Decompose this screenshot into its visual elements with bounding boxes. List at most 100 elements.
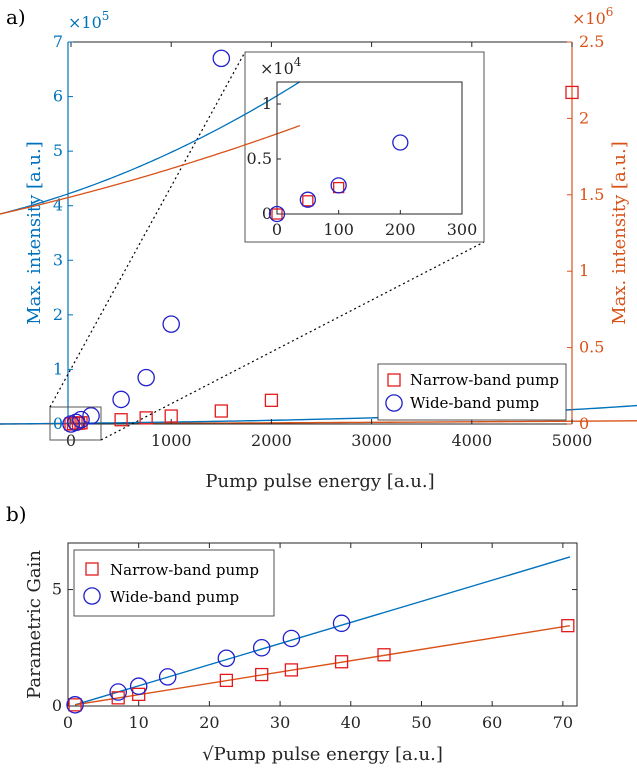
panel-b: b) 0 10 20 30 40 50 60 70 0 5 √Pump pulse energy [a… bbox=[6, 502, 578, 765]
x-tick-label: 0 bbox=[63, 713, 73, 732]
wide-band-point bbox=[129, 677, 148, 695]
narrow-band-fit-line bbox=[74, 624, 571, 706]
narrow-band-point bbox=[255, 667, 269, 682]
left-y-exponent: ×105 bbox=[68, 9, 109, 32]
narrow-band-point bbox=[334, 655, 349, 669]
wide-band-point bbox=[82, 407, 100, 425]
left-y-tick-label: 7 bbox=[53, 32, 63, 51]
zoom-connector-lower bbox=[100, 241, 485, 441]
legend-label-wide: Wide-band pump bbox=[410, 394, 539, 412]
narrow-band-point bbox=[264, 393, 279, 407]
inset-wide-band-point bbox=[268, 205, 286, 223]
y-axis-label: Parametric Gain bbox=[24, 550, 45, 699]
legend-label-narrow: Narrow-band pump bbox=[110, 561, 259, 579]
wide-band-fit-curve bbox=[0, 404, 637, 425]
legend-box bbox=[73, 549, 275, 617]
x-tick-label: 10 bbox=[129, 713, 149, 732]
right-y-axis-label: Max. intensity [a.u.] bbox=[609, 141, 630, 325]
wide-band-point bbox=[252, 639, 271, 657]
narrow-band-point bbox=[132, 687, 146, 702]
right-y-tick-label: 1 bbox=[579, 261, 589, 280]
wide-band-fit-line bbox=[74, 556, 571, 706]
y-tick-label: 0 bbox=[52, 696, 62, 715]
wide-band-point bbox=[332, 614, 351, 633]
wide-band-point bbox=[212, 49, 231, 68]
right-y-tick-label: 2 bbox=[579, 108, 589, 127]
inset-y-exponent: ×104 bbox=[260, 55, 302, 78]
panel-label: a) bbox=[6, 5, 26, 29]
x-tick-label: 30 bbox=[270, 713, 290, 732]
narrow-band-point bbox=[214, 404, 228, 418]
inset-axes-box bbox=[276, 81, 463, 215]
inset-y-tick-label: 0.5 bbox=[247, 149, 272, 168]
axes-box bbox=[67, 542, 578, 707]
inset-frame bbox=[244, 51, 485, 243]
inset-narrow-band-point bbox=[302, 195, 314, 207]
narrow-band-point bbox=[68, 698, 82, 712]
legend-label-narrow: Narrow-band pump bbox=[410, 371, 559, 389]
legend-marker-narrow bbox=[387, 373, 401, 387]
wide-band-point bbox=[109, 683, 127, 701]
narrow-band-point bbox=[164, 409, 178, 423]
narrow-band-point bbox=[114, 413, 128, 427]
x-tick-label: 2000 bbox=[251, 431, 292, 450]
right-y-tick-label: 2.5 bbox=[579, 32, 604, 51]
inset-narrow-band-fit-curve bbox=[0, 124, 301, 215]
x-tick-label: 20 bbox=[199, 713, 219, 732]
wide-band-point bbox=[72, 410, 90, 429]
legend-marker-narrow bbox=[85, 562, 99, 576]
right-y-tick-label: 0 bbox=[579, 414, 589, 433]
inset-x-tick-label: 200 bbox=[385, 220, 416, 239]
wide-band-point bbox=[217, 649, 236, 668]
narrow-band-point bbox=[284, 663, 299, 677]
narrow-band-point bbox=[219, 673, 234, 688]
right-y-exponent: ×106 bbox=[572, 5, 613, 28]
x-axis-label: √Pump pulse energy [a.u.] bbox=[202, 744, 443, 765]
inset-y-tick-label: 1 bbox=[262, 94, 272, 113]
wide-band-point bbox=[162, 315, 180, 333]
narrow-band-point bbox=[139, 411, 153, 425]
inset-y-tick-label: 0 bbox=[262, 204, 272, 223]
inset-narrow-band-point bbox=[271, 208, 283, 220]
wide-band-point bbox=[158, 668, 177, 686]
wide-band-point bbox=[137, 368, 155, 387]
x-tick-label: 5000 bbox=[552, 431, 593, 450]
left-y-tick-label: 3 bbox=[53, 250, 63, 269]
left-y-tick-label: 1 bbox=[53, 359, 63, 378]
right-y-tick-label: 1.5 bbox=[579, 185, 604, 204]
inset-x-tick-label: 0 bbox=[272, 220, 282, 239]
x-tick-label: 3000 bbox=[351, 431, 392, 450]
x-tick-label: 1000 bbox=[151, 431, 192, 450]
narrow-band-point bbox=[377, 648, 391, 662]
inset-x-tick-label: 100 bbox=[323, 220, 354, 239]
inset-wide-band-fit-curve bbox=[0, 81, 301, 215]
x-tick-label: 70 bbox=[553, 713, 573, 732]
left-y-tick-label: 5 bbox=[53, 141, 63, 160]
narrow-band-point bbox=[561, 619, 575, 633]
inset-x-tick-label: 300 bbox=[447, 220, 478, 239]
left-y-tick-label: 0 bbox=[53, 414, 63, 433]
y-tick-label: 5 bbox=[52, 580, 62, 599]
inset-wide-band-point bbox=[299, 191, 316, 208]
legend-marker-wide bbox=[385, 394, 403, 412]
wide-band-point bbox=[66, 696, 84, 714]
wide-band-point bbox=[67, 413, 85, 432]
x-tick-label: 4000 bbox=[451, 431, 492, 450]
left-y-tick-label: 6 bbox=[53, 87, 63, 106]
left-y-tick-label: 4 bbox=[53, 196, 63, 215]
legend-label-wide: Wide-band pump bbox=[110, 588, 239, 606]
x-tick-label: 40 bbox=[341, 713, 361, 732]
zoom-connector-upper bbox=[49, 51, 246, 408]
wide-band-point bbox=[112, 390, 130, 409]
x-tick-label: 50 bbox=[411, 713, 431, 732]
x-axis-label: Pump pulse energy [a.u.] bbox=[205, 471, 434, 492]
narrow-band-point bbox=[565, 85, 579, 100]
right-y-tick-label: 0.5 bbox=[579, 338, 604, 357]
inset-wide-band-point bbox=[330, 177, 347, 194]
legend-box bbox=[377, 363, 567, 421]
left-y-axis-label: Max. intensity [a.u.] bbox=[24, 141, 45, 325]
x-tick-label: 60 bbox=[482, 713, 502, 732]
left-y-tick-label: 2 bbox=[53, 305, 63, 324]
